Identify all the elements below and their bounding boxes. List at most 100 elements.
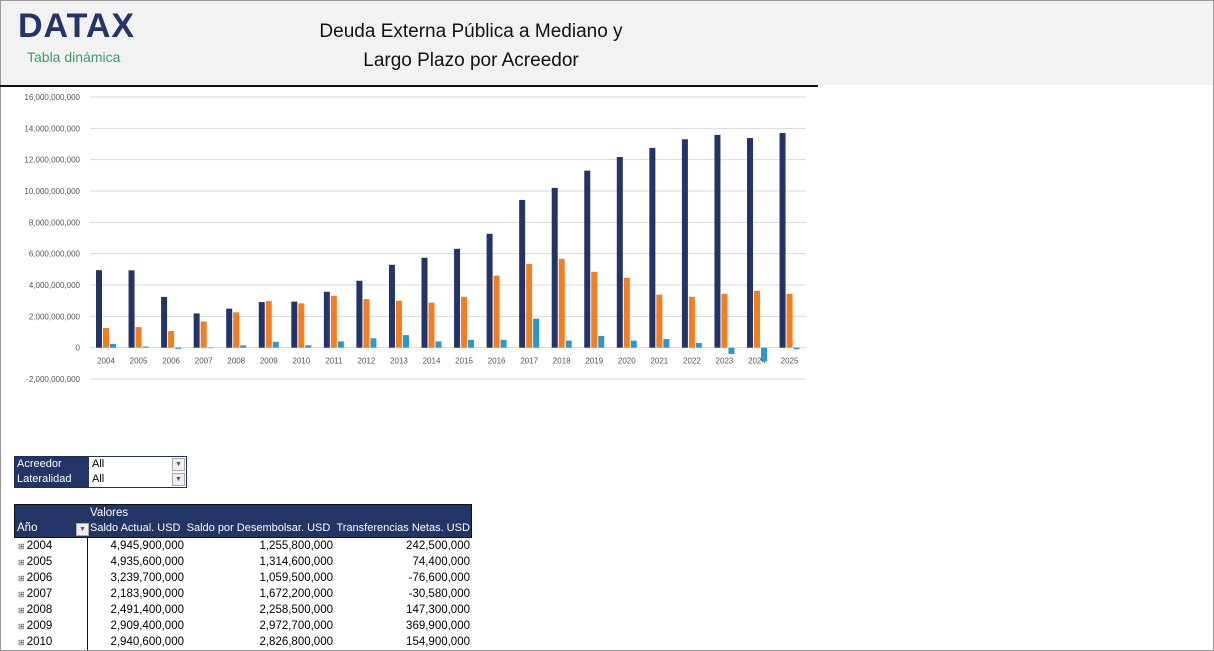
bar-series-2-2019 [591,271,598,348]
x-tick-label: 2018 [553,357,571,366]
x-tick-label: 2013 [390,357,408,366]
transferencias-cell: 74,400,000 [412,556,470,568]
expand-icon[interactable]: ⊞ [18,622,25,631]
year-cell[interactable]: ⊞ 2008 [14,602,88,618]
bar-series-2-2012 [363,299,370,348]
year-cell[interactable]: ⊞ 2006 [14,570,88,586]
divider [0,85,818,87]
expand-icon[interactable]: ⊞ [18,574,25,583]
bar-series-3-2017 [533,318,540,348]
bar-series-1-2010 [291,301,298,348]
saldo-actual-cell: 3,239,700,000 [110,572,184,584]
y-tick-label: 2,000,000,000 [29,312,81,321]
transferencias-cell: 147,300,000 [406,604,470,616]
report-filters: Acreedor All ▼ Lateralidad All ▼ [14,456,187,488]
bar-series-2-2025 [786,293,793,348]
transferencias-cell: -76,600,000 [408,572,470,584]
y-tick-label: 6,000,000,000 [29,250,81,259]
year: 2004 [26,540,53,552]
year: 2008 [26,604,53,616]
bar-series-1-2007 [193,313,200,348]
bar-series-2-2008 [233,312,240,348]
filter-label-acreedor: Acreedor [15,457,89,472]
table-row: ⊞ 2007 2,183,900,000 1,672,200,000 -30,580,0… [14,586,472,602]
x-tick-label: 2020 [618,357,636,366]
y-tick-label: 4,000,000,000 [29,281,81,290]
page-title: Deuda Externa Pública a Mediano y Largo P… [301,17,641,75]
year: 2010 [26,636,53,648]
expand-icon[interactable]: ⊞ [18,638,25,647]
x-tick-label: 2010 [292,357,310,366]
bar-series-3-2010 [305,345,312,348]
y-tick-label: 14,000,000,000 [24,124,80,133]
year-cell[interactable]: ⊞ 2004 [14,538,88,554]
x-tick-label: 2011 [325,357,343,366]
saldo-actual-cell: 4,945,900,000 [110,540,184,552]
table-row: ⊞ 2005 4,935,600,000 1,314,600,000 74,400,00… [14,554,472,570]
year-cell[interactable]: ⊞ 2010 [14,634,88,650]
x-tick-label: 2022 [683,357,701,366]
table-row: ⊞ 2008 2,491,400,000 2,258,500,000 147,300,0… [14,602,472,618]
filter-acreedor-select[interactable]: All ▼ [89,457,186,472]
bar-series-2-2022 [688,296,695,348]
expand-icon[interactable]: ⊞ [18,606,25,615]
bar-series-2-2015 [461,296,468,348]
table-row: ⊞ 2006 3,239,700,000 1,059,500,000 -76,600,0… [14,570,472,586]
x-tick-label: 2007 [195,357,213,366]
saldo-actual-cell: 2,940,600,000 [110,636,184,648]
bar-series-2-2010 [298,303,305,348]
year: 2005 [26,556,53,568]
bar-series-2-2018 [558,258,565,348]
expand-icon[interactable]: ⊞ [18,542,25,551]
saldo-desembolsar-cell: 2,258,500,000 [259,604,333,616]
bar-series-1-2011 [323,291,330,348]
saldo-actual-cell: 4,935,600,000 [110,556,184,568]
year-cell[interactable]: ⊞ 2009 [14,618,88,634]
dropdown-arrow-icon[interactable]: ▼ [172,473,185,486]
col-header: Saldo por Desembolsar. USD [186,522,331,534]
x-tick-label: 2024 [748,357,766,366]
expand-icon[interactable]: ⊞ [18,590,25,599]
expand-icon[interactable]: ⊞ [18,558,25,567]
y-tick-label: -2,000,000,000 [26,375,80,384]
year-cell[interactable]: ⊞ 2007 [14,586,88,602]
saldo-actual-cell: 2,183,900,000 [110,588,184,600]
bar-series-3-2015 [468,339,475,348]
year-cell[interactable]: ⊞ 2005 [14,554,88,570]
table-row: ⊞ 2010 2,940,600,000 2,826,800,000 154,900,0… [14,634,472,650]
bar-series-3-2013 [402,335,409,348]
row-header: Año [17,522,38,534]
table-row: ⊞ 2009 2,909,400,000 2,972,700,000 369,900,0… [14,618,472,634]
bar-series-3-2006 [175,347,182,349]
bar-series-1-2022 [681,139,688,348]
bar-series-1-2004 [96,270,102,348]
datax-logo: DATAX [18,7,136,45]
bar-series-1-2020 [616,157,623,348]
bar-series-3-2005 [142,346,149,348]
x-tick-label: 2025 [781,357,799,366]
filter-dropdown-icon[interactable]: ▼ [76,523,89,536]
bar-series-1-2021 [649,147,656,348]
x-tick-label: 2012 [358,357,376,366]
dropdown-arrow-icon[interactable]: ▼ [172,458,185,471]
transferencias-cell: -30,580,000 [408,588,470,600]
bar-series-1-2015 [454,248,461,348]
bar-series-3-2009 [272,341,279,348]
bar-series-3-2011 [337,341,344,348]
filter-lateralidad-select[interactable]: All ▼ [89,472,186,487]
saldo-desembolsar-cell: 1,059,500,000 [259,572,333,584]
bar-series-3-2008 [240,345,247,348]
bar-series-3-2007 [207,347,214,349]
y-tick-label: 8,000,000,000 [29,218,81,227]
bar-series-3-2022 [695,342,702,348]
bar-series-1-2016 [486,233,493,348]
bar-series-3-2020 [630,340,637,348]
bar-series-1-2005 [128,270,135,348]
y-tick-label: 0 [76,344,81,353]
bar-series-1-2018 [551,187,558,348]
bar-series-2-2009 [265,301,272,348]
bar-series-1-2012 [356,280,363,348]
bar-series-2-2004 [103,327,109,348]
bar-series-1-2017 [519,199,526,348]
x-tick-label: 2005 [130,357,148,366]
